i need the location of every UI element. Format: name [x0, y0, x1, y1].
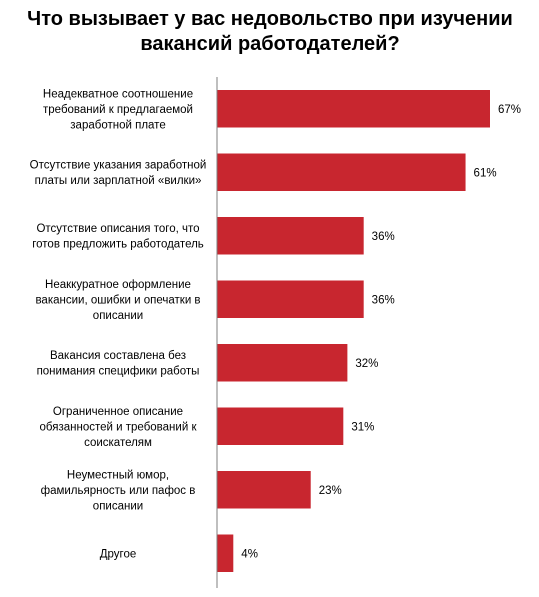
bar-8	[217, 534, 234, 572]
value-label-2: 61%	[474, 167, 497, 179]
category-label-7: Неуместный юмор, фамильярность или пафос …	[41, 469, 196, 512]
category-label-line: понимания специфики работы	[37, 366, 200, 378]
category-label-line: соискателям	[84, 437, 152, 449]
category-label-line: Вакансия составлена без	[50, 350, 186, 362]
category-label-line: заработной плате	[70, 119, 165, 131]
category-label-line: Отсутствие описания того, что	[36, 223, 199, 235]
category-label-8: Другое	[100, 548, 137, 560]
category-label-line: Неуместный юмор,	[67, 469, 169, 481]
value-label-8: 4%	[241, 548, 258, 560]
bar-7	[217, 471, 311, 509]
bar-1	[217, 90, 490, 128]
category-label-line: готов предложить работодатель	[32, 239, 204, 251]
category-label-line: описании	[93, 310, 143, 322]
bar-4	[217, 280, 364, 318]
category-label-line: платы или зарплатной «вилки»	[35, 175, 202, 187]
category-label-line: обязанностей и требований к	[40, 421, 198, 433]
value-label-6: 31%	[351, 421, 374, 433]
category-label-line: Неаккуратное оформление	[45, 279, 191, 291]
category-label-line: вакансии, ошибки и опечатки в	[35, 294, 200, 306]
category-label-6: Ограниченное описание обязанностей и треб…	[40, 406, 198, 449]
value-label-1: 67%	[498, 104, 521, 116]
bar-3	[217, 217, 364, 255]
category-label-line: Неадекватное соотношение	[43, 88, 193, 100]
category-label-line: Другое	[100, 548, 137, 560]
bars-layer: 67% Неадекватное соотношение требований к …	[30, 88, 521, 572]
chart-title: Что вызывает у вас недовольство при изуч…	[27, 8, 513, 55]
category-label-line: фамильярность или пафос в	[41, 485, 196, 497]
category-label-2: Отсутствие указания заработной платы или …	[30, 160, 207, 188]
bar-2	[217, 153, 466, 191]
category-label-4: Неаккуратное оформление вакансии, ошибки …	[35, 279, 200, 322]
value-label-7: 23%	[319, 485, 342, 497]
category-label-line: Отсутствие указания заработной	[30, 160, 207, 172]
category-label-line: требований к предлагаемой	[43, 104, 193, 116]
value-label-5: 32%	[355, 358, 378, 370]
bar-5	[217, 344, 348, 382]
category-label-5: Вакансия составлена без понимания специфи…	[37, 350, 200, 378]
value-label-4: 36%	[372, 294, 395, 306]
value-label-3: 36%	[372, 231, 395, 243]
bar-6	[217, 407, 344, 445]
category-label-line: Ограниченное описание	[53, 406, 183, 418]
category-label-3: Отсутствие описания того, что готов предл…	[32, 223, 204, 251]
category-label-line: описании	[93, 500, 143, 512]
category-label-1: Неадекватное соотношение требований к пре…	[43, 88, 193, 131]
